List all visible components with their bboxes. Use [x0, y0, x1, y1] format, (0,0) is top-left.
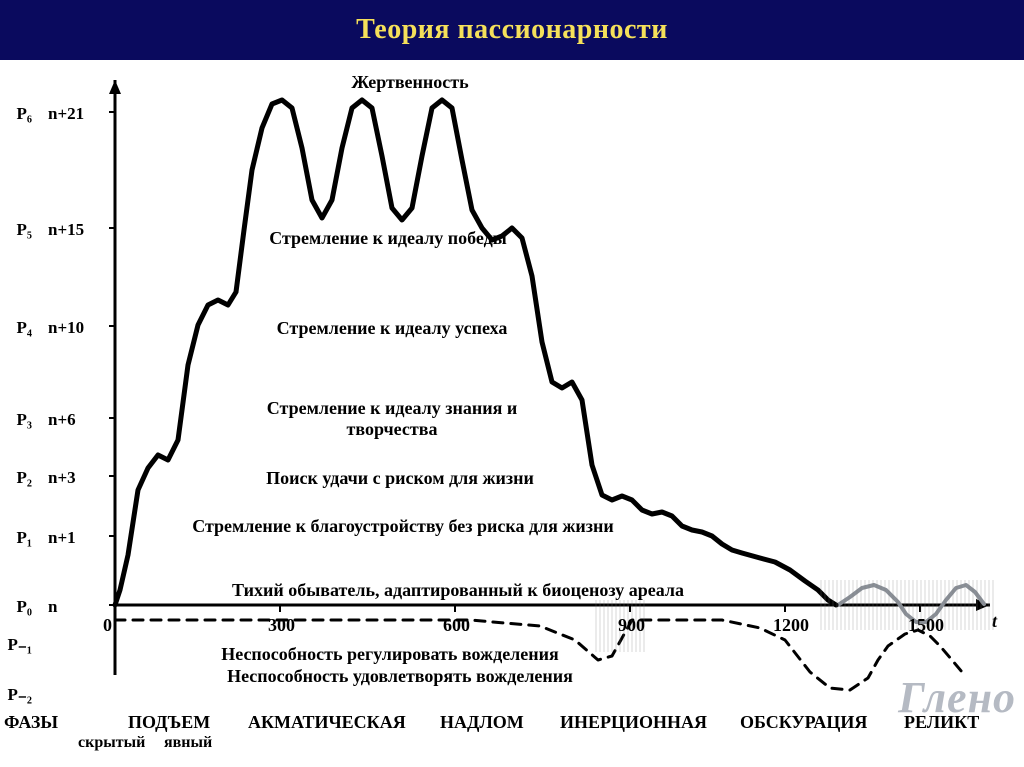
annotation: Поиск удачи с риском для жизни	[240, 468, 560, 489]
phase-label: ОБСКУРАЦИЯ	[740, 712, 867, 733]
y-label-inner: n+3	[48, 468, 76, 488]
y-label-inner: n+6	[48, 410, 76, 430]
annotation: Стремление к идеалу знания и творчества	[242, 398, 542, 439]
y-label-outer: P₂	[2, 468, 32, 488]
y-label-inner: n+21	[48, 104, 84, 124]
y-label-outer: P₅	[2, 220, 32, 240]
chart-area: t P₆P₅P₄P₃P₂P₁P₀P₋₁P₋₂n+21n+15n+10n+6n+3…	[0, 60, 1024, 767]
y-label-outer: P₃	[2, 410, 32, 430]
y-label-inner: n+15	[48, 220, 84, 240]
title-bar: Теория пассионарности	[0, 0, 1024, 60]
x-tick-label: 900	[618, 615, 645, 636]
x-tick-label: 300	[268, 615, 295, 636]
annotation: Стремление к идеалу успеха	[262, 318, 522, 339]
x-tick-label: 600	[443, 615, 470, 636]
y-label-outer: P₋₁	[2, 635, 32, 655]
annotation: Неспособность регулировать вожделения	[140, 644, 640, 665]
subphase-label: скрытый	[78, 734, 145, 752]
phase-label: ПОДЪЕМ	[128, 712, 210, 733]
phase-label: АКМАТИЧЕСКАЯ	[248, 712, 406, 733]
y-label-inner: n	[48, 597, 57, 617]
y-label-outer: P₋₂	[2, 685, 32, 705]
y-label-outer: P₀	[2, 597, 32, 617]
x-tick-label: 0	[103, 615, 112, 636]
annotation: Жертвенность	[300, 72, 520, 93]
y-label-inner: n+1	[48, 528, 76, 548]
phase-label: НАДЛОМ	[440, 712, 524, 733]
watermark: Глено	[898, 672, 1016, 723]
x-tick-label: 1500	[908, 615, 944, 636]
x-tick-label: 1200	[773, 615, 809, 636]
y-label-outer: P₄	[2, 318, 32, 338]
y-label-inner: n+10	[48, 318, 84, 338]
subphase-label: явный	[164, 734, 212, 752]
page-title: Теория пассионарности	[356, 14, 668, 45]
annotation: Стремление к идеалу победы	[258, 228, 518, 249]
annotation: Стремление к благоустройству без риска д…	[188, 516, 618, 537]
annotation: Неспособность удовлетворять вожделения	[140, 666, 660, 687]
phases-label: ФАЗЫ	[4, 712, 58, 733]
y-label-outer: P₁	[2, 528, 32, 548]
annotation: Тихий обыватель, адаптированный к биоцен…	[138, 580, 778, 601]
phase-label: ИНЕРЦИОННАЯ	[560, 712, 707, 733]
y-label-outer: P₆	[2, 104, 32, 124]
